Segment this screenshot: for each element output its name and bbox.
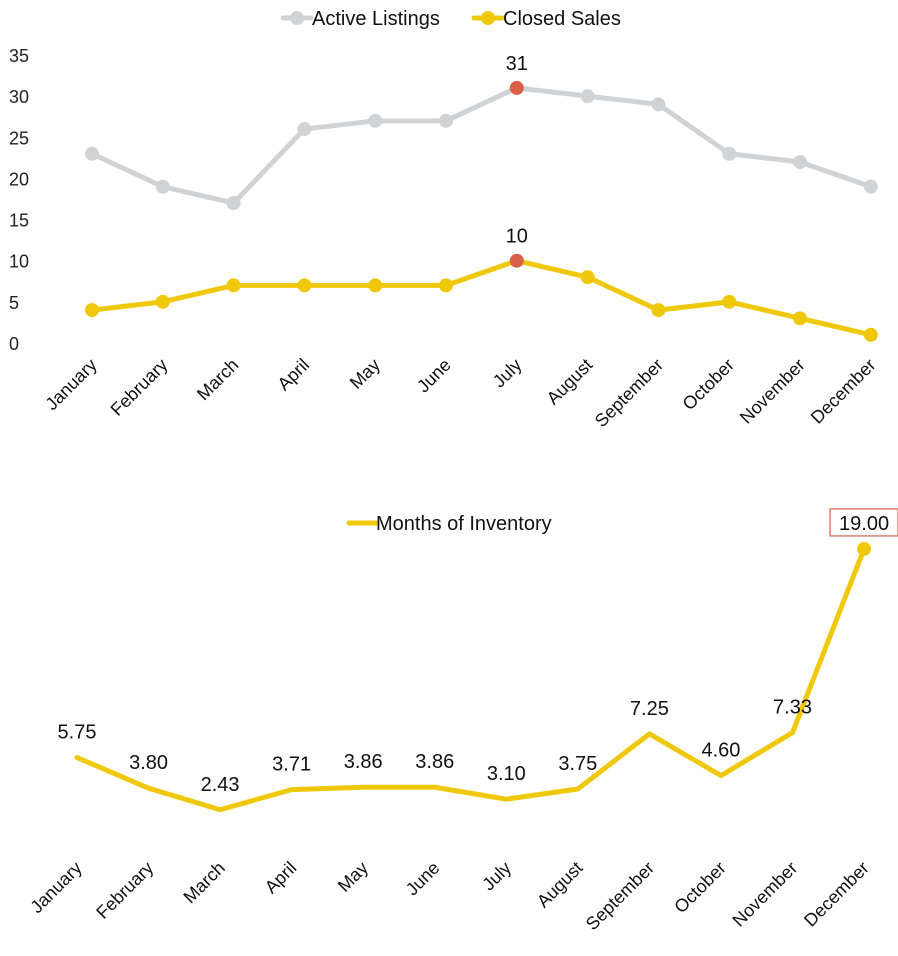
active-listings-point — [863, 179, 878, 194]
active-listings-point — [85, 146, 99, 161]
x-tick-label: January — [41, 355, 100, 414]
x-tick-label: July — [489, 355, 526, 392]
x-tick-label: October — [670, 858, 729, 917]
closed-sales-point — [439, 278, 453, 293]
closed-sales-point — [85, 303, 99, 318]
x-tick-label: January — [26, 858, 85, 917]
y-tick-label: 15 — [9, 211, 29, 231]
y-tick-label: 5 — [9, 293, 19, 313]
x-tick-label: December — [807, 355, 880, 428]
active-listings-point — [226, 196, 241, 211]
active-listings-point — [793, 154, 807, 169]
x-tick-label: November — [728, 858, 801, 931]
closed-sales-point — [155, 294, 170, 309]
y-tick-label: 25 — [9, 128, 29, 148]
y-tick-label: 20 — [9, 169, 29, 189]
highlight-label-box — [829, 508, 898, 537]
data-label: 7.25 — [630, 698, 669, 720]
data-label: 3.86 — [344, 751, 383, 773]
data-label: 5.75 — [58, 721, 97, 743]
active-listings-point — [580, 89, 595, 104]
data-label: 10 — [506, 226, 528, 248]
active-listings-point — [509, 80, 524, 95]
active-listings-line — [89, 85, 874, 206]
x-tick-label: June — [402, 858, 444, 900]
data-label: 7.33 — [773, 697, 812, 719]
x-tick-label: December — [800, 858, 873, 931]
legend-swatch-marker — [290, 11, 304, 25]
y-tick-label: 30 — [9, 87, 29, 107]
legend-label: Months of Inventory — [376, 513, 552, 535]
data-label: 2.43 — [201, 774, 240, 796]
x-tick-label: February — [92, 858, 157, 923]
data-label: 3.10 — [487, 763, 526, 785]
closed-sales-point — [793, 311, 807, 326]
x-tick-label: April — [274, 355, 314, 395]
data-label: 31 — [506, 53, 528, 75]
data-label: 3.86 — [415, 751, 454, 773]
legend-swatch-marker — [481, 11, 495, 25]
legend-label: Active Listings — [312, 8, 440, 30]
closed-sales-line — [89, 258, 874, 338]
data-label: 19.00 — [839, 513, 889, 535]
x-tick-label: May — [346, 355, 384, 393]
months-of-inventory-line — [74, 546, 867, 813]
x-tick-label: March — [179, 858, 229, 908]
active-listings-point — [439, 113, 453, 128]
closed-sales-point — [368, 278, 383, 293]
data-label: 3.71 — [272, 754, 311, 776]
months-of-inventory-point — [857, 541, 872, 556]
active-listings-point — [651, 97, 666, 112]
active-listings-point — [155, 179, 170, 194]
x-tick-label: August — [533, 858, 587, 912]
x-tick-label: September — [591, 355, 667, 431]
closed-sales-point — [580, 270, 595, 285]
x-tick-label: August — [543, 355, 597, 409]
x-tick-label: February — [107, 355, 172, 420]
y-tick-label: 35 — [9, 46, 29, 66]
closed-sales-point — [863, 327, 878, 342]
active-listings-point — [722, 146, 737, 161]
months-of-inventory-chart: 5.75 3.80 2.43 3.71 3.86 3.86 3.10 3.75 7.25 4.60… — [26, 508, 898, 934]
x-tick-label: May — [334, 858, 372, 896]
y-tick-label: 0 — [9, 334, 19, 354]
closed-sales-point — [722, 294, 737, 309]
x-tick-label: March — [193, 355, 243, 405]
x-tick-label: September — [582, 858, 658, 934]
x-tick-label: October — [679, 355, 738, 414]
y-tick-label: 10 — [9, 252, 29, 272]
closed-sales-point — [297, 278, 312, 293]
closed-sales-point — [226, 278, 241, 293]
data-label: 4.60 — [701, 740, 740, 762]
closed-sales-point — [509, 253, 524, 268]
data-label: 3.80 — [129, 752, 168, 774]
x-tick-label: November — [736, 355, 809, 428]
listings-sales-chart: 0 5 10 15 20 25 30 35 31 10 January February March Ap… — [9, 8, 880, 431]
x-tick-label: April — [261, 858, 301, 898]
legend-label: Closed Sales — [503, 8, 621, 30]
active-listings-point — [297, 122, 312, 137]
active-listings-point — [368, 113, 383, 128]
x-tick-label: July — [478, 858, 515, 895]
data-label: 3.75 — [558, 753, 597, 775]
x-tick-label: June — [413, 355, 455, 397]
closed-sales-point — [651, 303, 666, 318]
